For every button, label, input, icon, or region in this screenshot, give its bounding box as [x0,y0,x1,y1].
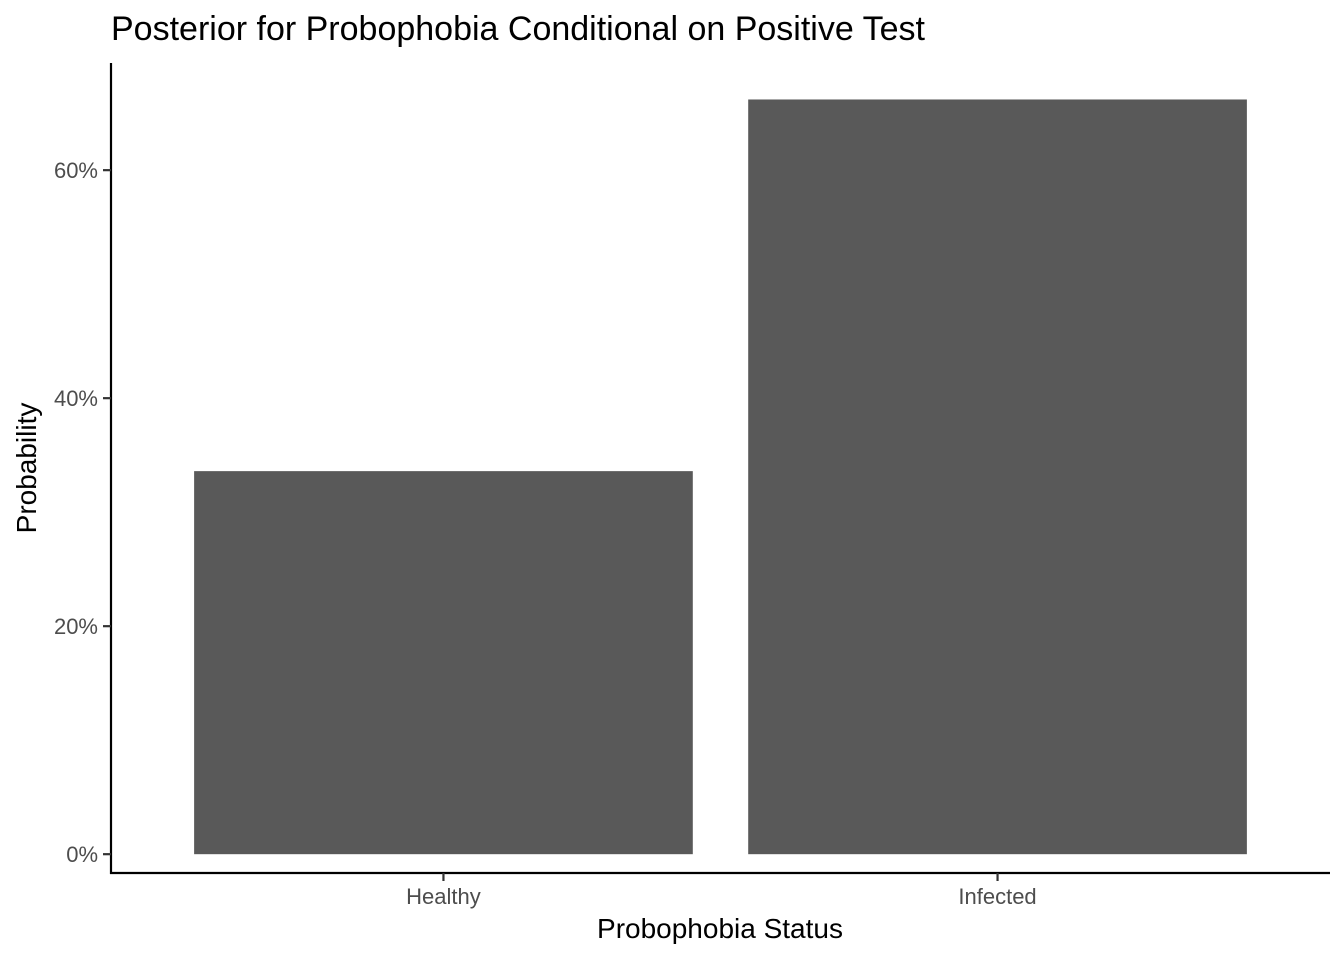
y-tick-label: 0% [66,842,98,867]
x-tick-label: Infected [958,884,1036,909]
x-tick-label: Healthy [406,884,481,909]
chart-title: Posterior for Probophobia Conditional on… [111,10,926,48]
bars-group [194,99,1247,855]
x-ticks-group: Healthy Infected [406,873,1037,909]
y-ticks-group: 0% 20% 40% 60% [54,158,111,867]
bar-healthy [194,471,693,855]
bar-infected [748,99,1247,855]
y-axis-title: Probability [11,403,42,534]
y-tick-label: 20% [54,614,98,639]
x-axis-title: Probophobia Status [597,913,843,944]
y-tick-label: 60% [54,158,98,183]
y-tick-label: 40% [54,386,98,411]
